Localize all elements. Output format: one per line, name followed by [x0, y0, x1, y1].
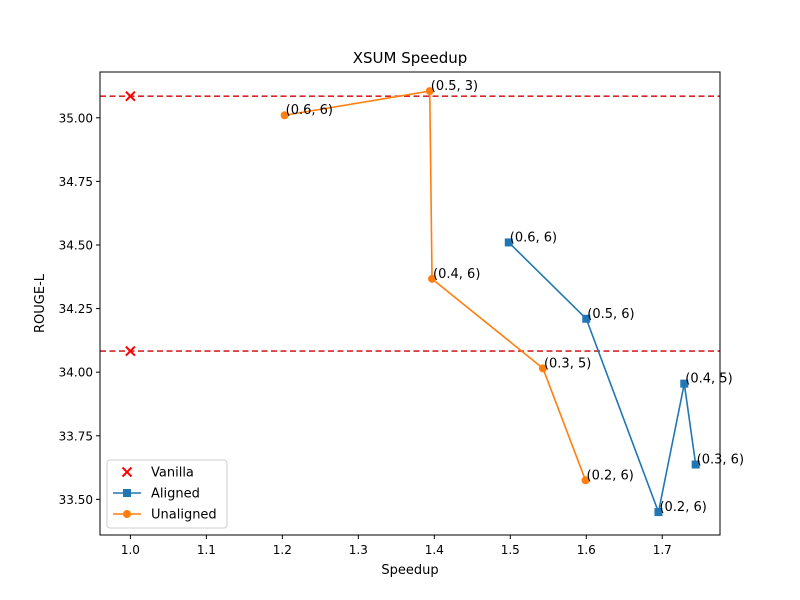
x-tick-label: 1.6: [577, 543, 596, 557]
data-label-unaligned: (0.4, 6): [433, 267, 480, 282]
chart-title: XSUM Speedup: [353, 49, 468, 67]
x-tick-label: 1.4: [425, 543, 444, 557]
data-point-vanilla: [125, 345, 136, 357]
data-point-aligned: [582, 314, 591, 323]
data-point-aligned: [680, 379, 689, 388]
data-point-unaligned: [581, 476, 590, 485]
data-point-unaligned: [428, 274, 437, 283]
legend-label-vanilla: Vanilla: [151, 466, 194, 481]
data-label-unaligned: (0.5, 3): [431, 79, 478, 94]
x-axis-label: Speedup: [381, 563, 438, 578]
legend-marker-unaligned: [123, 510, 131, 518]
data-point-unaligned: [425, 87, 434, 96]
y-tick-label: 33.75: [59, 429, 93, 443]
data-point-aligned: [504, 238, 513, 247]
data-point-aligned: [654, 508, 663, 517]
x-tick-label: 1.2: [273, 543, 292, 557]
data-label-unaligned: (0.6, 6): [286, 103, 333, 118]
y-axis-ticks: 33.50 33.75 34.00 34.25 34.50 34.75 35.00: [59, 111, 100, 507]
x-marker-stroke: [125, 90, 136, 102]
x-tick-label: 1.0: [121, 543, 140, 557]
x-axis-ticks: 1.0 1.1 1.2 1.3 1.4 1.5 1.6 1.7: [121, 535, 672, 557]
legend: Vanilla Aligned Unaligned: [106, 459, 228, 529]
point-labels: (0.6, 6)(0.5, 6)(0.2, 6)(0.4, 5)(0.3, 6)…: [286, 79, 744, 515]
series-layer: [125, 87, 700, 517]
data-point-vanilla: [125, 90, 136, 102]
legend-marker-aligned: [123, 489, 131, 497]
data-point-aligned: [691, 460, 700, 469]
data-label-unaligned: (0.2, 6): [587, 468, 634, 483]
legend-marker-vanilla: [121, 466, 133, 478]
x-marker-stroke: [121, 466, 133, 478]
x-tick-label: 1.7: [653, 543, 672, 557]
y-tick-label: 33.50: [59, 493, 93, 507]
data-point-unaligned: [280, 111, 289, 120]
data-point-unaligned: [538, 364, 547, 373]
data-label-aligned: (0.4, 5): [685, 372, 732, 387]
x-tick-label: 1.1: [197, 543, 216, 557]
data-label-aligned: (0.6, 6): [510, 230, 557, 245]
y-tick-label: 34.00: [59, 366, 93, 380]
x-marker-stroke: [125, 345, 136, 357]
legend-frame: [106, 459, 228, 529]
x-tick-label: 1.3: [349, 543, 368, 557]
plot-frame: [99, 71, 721, 536]
data-label-unaligned: (0.3, 5): [544, 356, 591, 371]
x-tick-label: 1.5: [501, 543, 520, 557]
data-label-aligned: (0.2, 6): [659, 500, 706, 515]
y-axis-label: ROUGE-L: [33, 273, 48, 333]
y-tick-label: 35.00: [59, 111, 93, 125]
series-line-unaligned: [284, 90, 587, 481]
legend-label-aligned: Aligned: [151, 487, 200, 502]
data-label-aligned: (0.5, 6): [587, 307, 634, 322]
legend-label-unaligned: Unaligned: [151, 508, 217, 523]
y-tick-label: 34.75: [59, 175, 93, 189]
y-tick-label: 34.25: [59, 302, 93, 316]
y-tick-label: 34.50: [59, 238, 93, 252]
reference-lines: [100, 95, 720, 352]
